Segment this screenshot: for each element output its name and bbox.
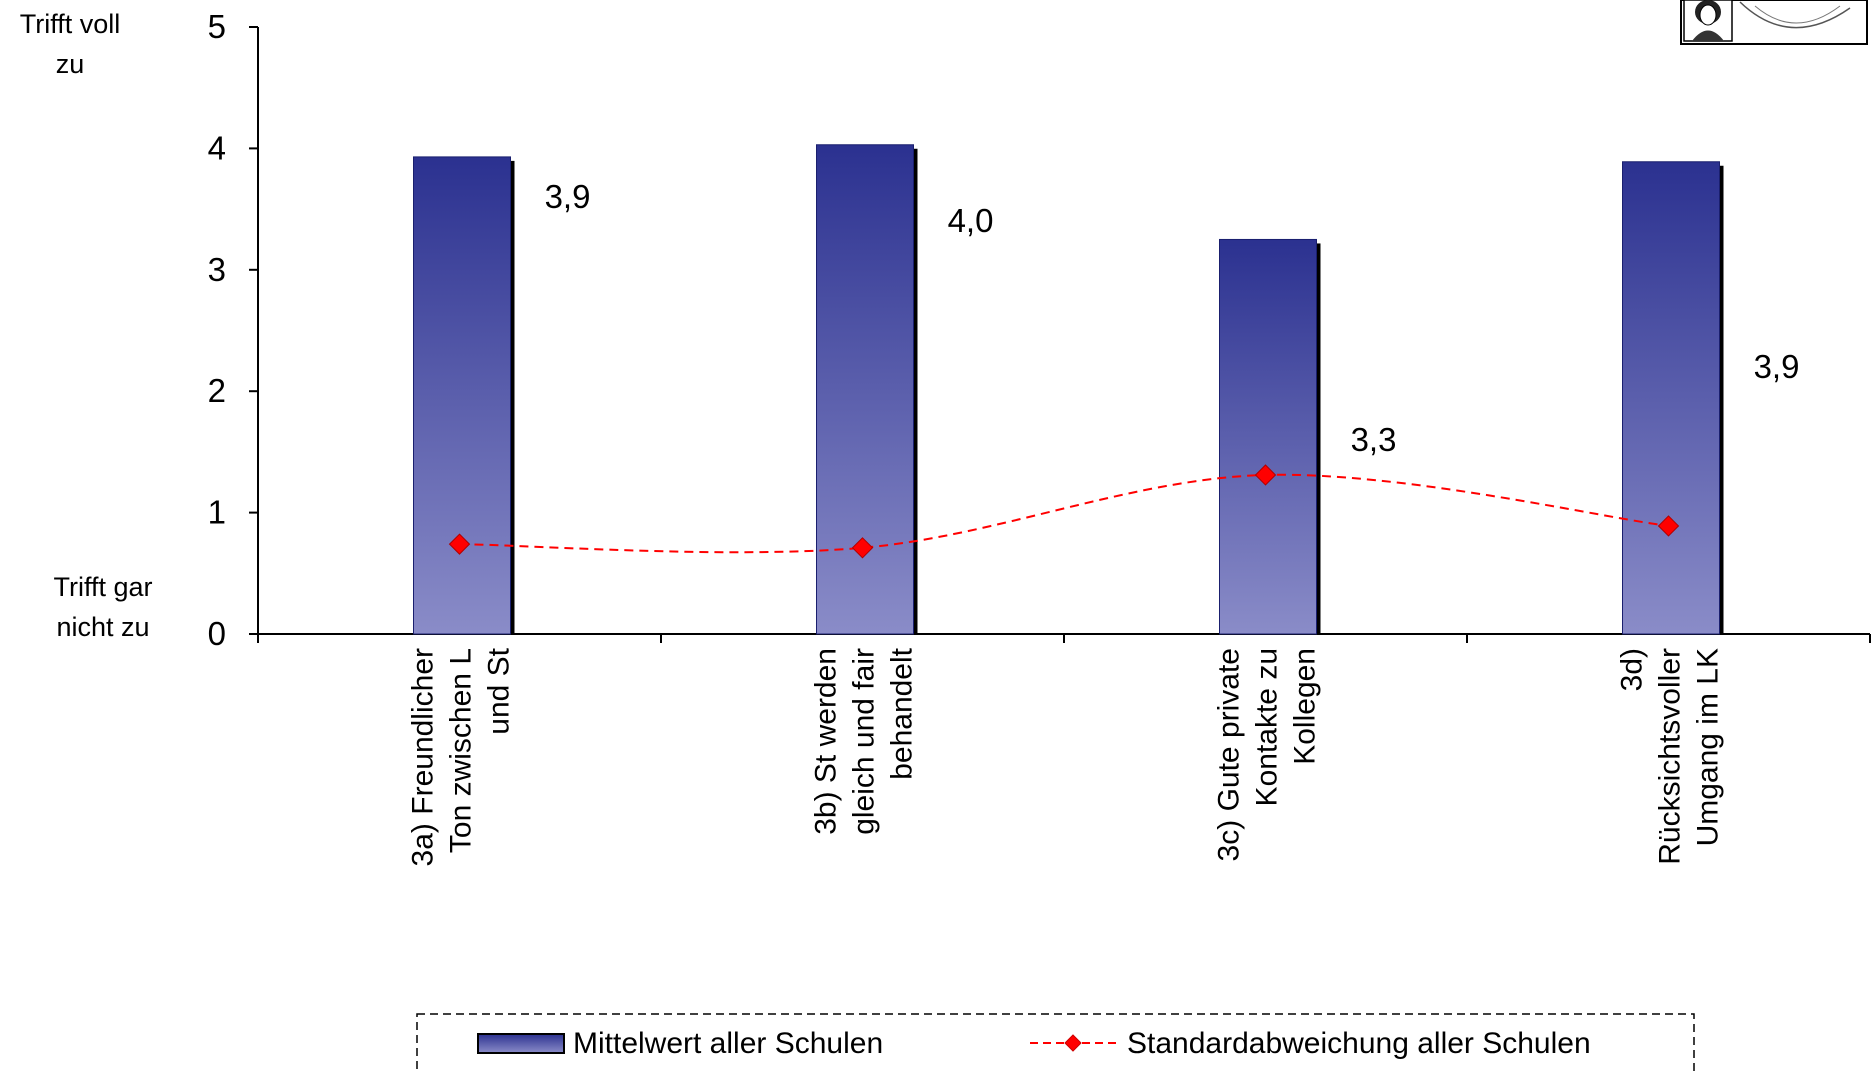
sd-line: [459, 473, 1669, 554]
bar: [1219, 238, 1317, 635]
x-tick-label: 3d): [1616, 648, 1649, 691]
sd-marker: [851, 537, 874, 559]
x-tick-label: 3a) Freundlicher: [407, 648, 440, 866]
x-tick-label: Umgang im LK: [1692, 648, 1725, 846]
data-label: 4,0: [948, 202, 994, 239]
y-tick-label: 2: [208, 372, 226, 409]
bar: [816, 144, 914, 635]
y-top-label-line-2: zu: [56, 49, 85, 79]
data-labels: 3,9 4,0 3,3 3,9: [545, 178, 1800, 458]
data-label: 3,9: [1754, 348, 1800, 385]
y-bottom-label-line-2: nicht zu: [56, 612, 149, 642]
legend: Mittelwert aller Schulen Standardabweich…: [416, 1013, 1695, 1071]
data-label: 3,9: [545, 178, 591, 215]
legend-bar-swatch: [477, 1033, 565, 1054]
y-tick-label: 3: [208, 251, 226, 288]
y-top-label-line-1: Trifft voll: [20, 9, 121, 39]
bar: [1622, 161, 1720, 635]
x-tick-label: und St: [483, 647, 516, 734]
legend-diamond-marker: [1064, 1034, 1082, 1052]
bar: [413, 156, 511, 635]
legend-label-sd: Standardabweichung aller Schulen: [1127, 1027, 1591, 1060]
x-tick-label: Kollegen: [1289, 648, 1322, 765]
x-tick-label: Ton zwischen L: [445, 648, 478, 853]
y-bottom-label-line-1: Trifft gar: [53, 572, 152, 602]
x-tick-label: Kontakte zu: [1251, 648, 1284, 806]
x-tick-label: gleich und fair: [848, 648, 881, 835]
university-seal-logo: [1680, 0, 1868, 45]
bar-series: [413, 144, 1724, 635]
y-tick-label: 4: [208, 129, 226, 166]
y-tick-label: 5: [208, 8, 226, 45]
axes: 0 1 2 3 4 5: [208, 8, 1871, 652]
sd-marker: [448, 533, 471, 555]
x-tick-label: Rücksichtsvoller: [1654, 648, 1687, 865]
sd-marker: [1254, 464, 1277, 486]
x-tick-label: 3b) St werden: [810, 648, 843, 835]
y-tick-label: 0: [208, 615, 226, 652]
y-tick-label: 1: [208, 494, 226, 531]
data-label: 3,3: [1351, 421, 1397, 458]
x-tick-label: behandelt: [886, 647, 919, 779]
legend-box: [416, 1013, 1695, 1071]
legend-label-mean: Mittelwert aller Schulen: [573, 1027, 883, 1060]
sd-marker: [1657, 515, 1680, 537]
line-series: [448, 464, 1680, 559]
x-tick-label: 3c) Gute private: [1213, 648, 1246, 861]
